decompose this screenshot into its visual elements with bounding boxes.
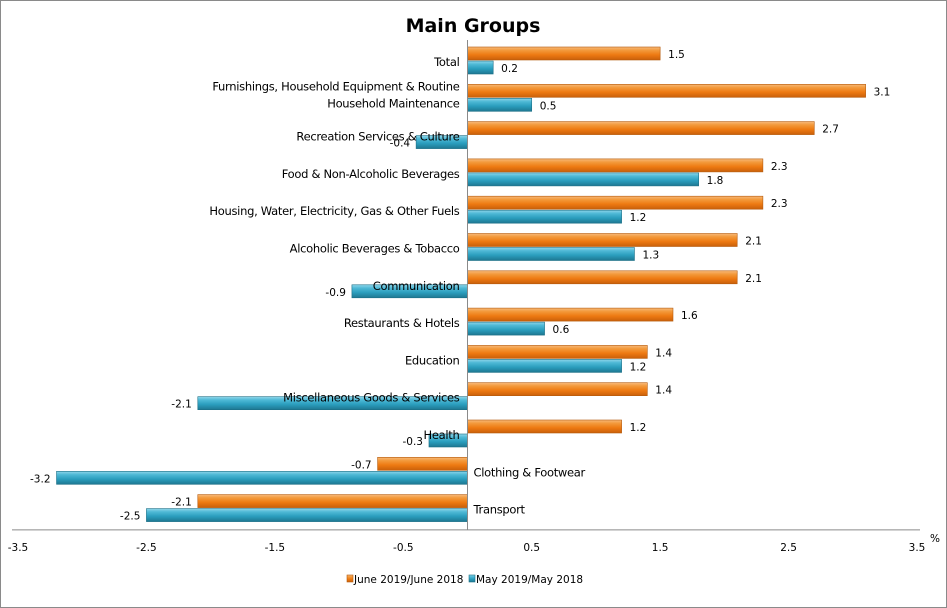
category-label-line: Alcoholic Beverages & Tobacco (290, 242, 460, 256)
category-label-line: Communication (373, 279, 460, 293)
category-label-line: Housing, Water, Electricity, Gas & Other… (209, 204, 459, 218)
bar-june-2019 (467, 345, 648, 359)
category-label: Total (433, 55, 459, 69)
x-tick-label: 0.5 (523, 542, 540, 554)
category-label: Transport (473, 503, 526, 517)
bar-may-2019 (467, 172, 699, 187)
category-label: Education (405, 353, 460, 367)
data-label: 2.7 (822, 124, 839, 136)
category-label-line: Clothing & Footwear (474, 465, 586, 479)
bar-may-2019 (467, 359, 622, 373)
data-label: 1.2 (630, 422, 647, 434)
legend-swatch (346, 574, 354, 583)
data-label: 0.5 (540, 100, 557, 112)
data-label: -2.1 (171, 497, 192, 509)
x-tick-label: 3.5 (909, 542, 926, 554)
data-label: 1.5 (668, 49, 685, 61)
data-label: -0.4 (390, 138, 411, 150)
category-label-line: Food & Non-Alcoholic Beverages (282, 167, 460, 181)
x-tick-label: -0.5 (393, 542, 414, 554)
data-label: 1.4 (655, 385, 672, 397)
bar-june-2019 (467, 46, 661, 61)
bar-may-2019 (467, 321, 545, 336)
bar-june-2019 (467, 158, 764, 173)
category-label: Clothing & Footwear (474, 465, 586, 479)
x-tick-label: -1.5 (265, 542, 286, 554)
bar-june-2019 (467, 307, 674, 322)
category-label-line: Total (433, 55, 459, 69)
category-label-line: Transport (473, 503, 526, 517)
bar-may-2019 (146, 508, 468, 522)
category-label: Restaurants & Hotels (344, 316, 460, 330)
category-label: Furnishings, Household Equipment & Routi… (212, 79, 459, 110)
category-label: Alcoholic Beverages & Tobacco (290, 242, 460, 256)
category-label: Miscellaneous Goods & Services (283, 391, 460, 405)
data-label: 0.6 (553, 324, 570, 336)
category-label-line: Furnishings, Household Equipment & Routi… (212, 79, 459, 93)
data-label: -0.9 (325, 287, 346, 299)
bar-may-2019 (467, 247, 635, 261)
bar-june-2019 (197, 494, 468, 508)
category-label-line: Miscellaneous Goods & Services (283, 391, 460, 405)
bar-june-2019 (467, 84, 866, 98)
category-label-line: Recreation Services & Culture (296, 130, 459, 144)
data-label: 1.6 (681, 310, 698, 322)
data-label: -0.7 (351, 459, 372, 471)
data-label: -3.2 (30, 473, 51, 485)
data-label: 3.1 (874, 86, 891, 98)
category-labels: Total Furnishings, Household Equipment & … (209, 55, 585, 517)
category-label: Recreation Services & Culture (296, 130, 459, 144)
bar-may-2019 (467, 60, 494, 75)
data-label: 0.2 (501, 63, 518, 75)
bar-june-2019 (467, 270, 738, 285)
category-label: Communication (373, 279, 460, 293)
x-axis-unit-label: % (930, 533, 940, 545)
bar-may-2019 (467, 209, 622, 224)
bars-group (56, 46, 866, 522)
category-label-line: Education (405, 353, 460, 367)
data-label: -2.1 (171, 399, 192, 411)
bar-june-2019 (467, 233, 738, 247)
data-label: 2.3 (771, 161, 788, 173)
chart-title: Main Groups (406, 15, 541, 37)
bar-may-2019 (467, 98, 533, 112)
data-label: 1.2 (630, 212, 647, 224)
category-label: Housing, Water, Electricity, Gas & Other… (209, 204, 459, 218)
x-tick-label: 1.5 (652, 542, 669, 554)
legend: June 2019/June 2018 May 2019/May 2018 (346, 574, 583, 586)
bar-june-2019 (467, 121, 815, 135)
x-tick-labels: -3.5 -2.5 -1.5 -0.5 0.5 1.5 2.5 3.5 (8, 542, 926, 554)
category-label: Health (424, 428, 460, 442)
legend-label: May 2019/May 2018 (476, 574, 583, 586)
category-label-line: Restaurants & Hotels (344, 316, 460, 330)
data-label: -0.3 (402, 436, 423, 448)
data-label: 2.1 (745, 236, 762, 248)
data-label: 1.8 (707, 175, 724, 187)
x-tick-label: 2.5 (780, 542, 797, 554)
bar-june-2019 (467, 195, 764, 210)
category-label-line: Health (424, 428, 460, 442)
x-tick-label: -2.5 (136, 542, 157, 554)
bar-june-2019 (467, 382, 648, 397)
x-tick-label: -3.5 (8, 542, 29, 554)
data-label: 2.3 (771, 198, 788, 210)
bar-june-2019 (467, 419, 622, 434)
bar-june-2019 (377, 456, 468, 471)
value-labels: 1.5 0.2 3.1 0.5 2.7 -0.4 2.3 1.8 2.3 1.2 2.1 1.3 2.1… (30, 49, 890, 523)
category-label: Food & Non-Alcoholic Beverages (282, 167, 460, 181)
data-label: 1.4 (655, 347, 672, 359)
category-label-line: Household Maintenance (327, 96, 459, 110)
data-label: -2.5 (120, 511, 141, 523)
bar-may-2019 (56, 470, 468, 485)
data-label: 2.1 (745, 273, 762, 285)
legend-label: June 2019/June 2018 (353, 574, 463, 586)
data-label: 1.2 (630, 361, 647, 373)
legend-swatch (468, 574, 476, 583)
data-label: 1.3 (642, 250, 659, 262)
